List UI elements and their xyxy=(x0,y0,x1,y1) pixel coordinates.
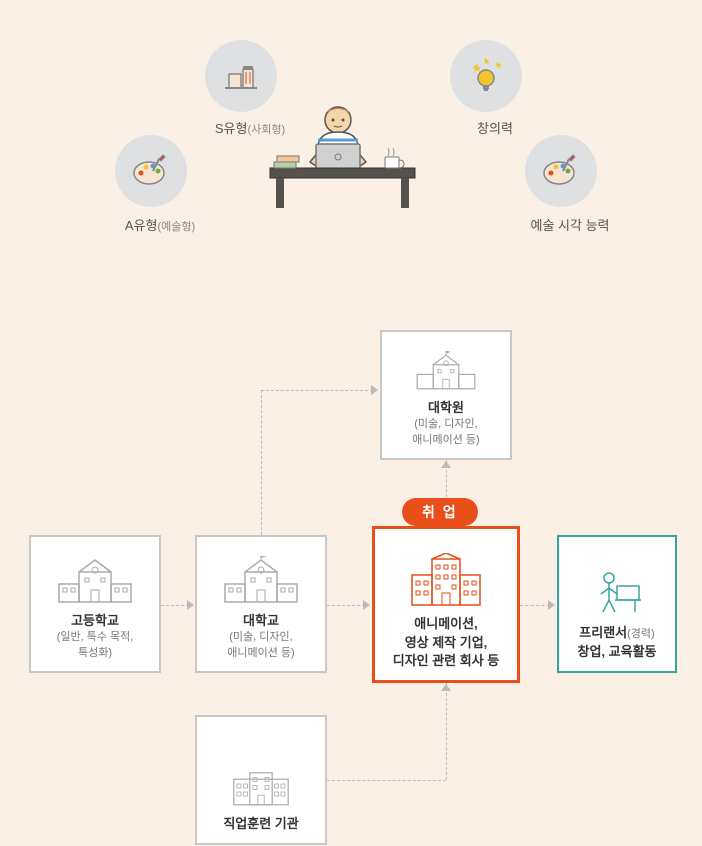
building-icon xyxy=(406,553,486,609)
edge xyxy=(261,390,373,391)
box-highschool: 고등학교(일반, 특수 목적, 특성화) xyxy=(29,535,161,673)
freelance-icon xyxy=(587,568,647,618)
circle-creativity xyxy=(450,40,522,112)
box-freelance: 프리랜서(경력) 창업, 교육활동 xyxy=(557,535,677,673)
edge xyxy=(327,780,446,781)
edge xyxy=(261,390,262,535)
box-training: 직업훈련 기관 xyxy=(195,715,327,845)
edge xyxy=(327,605,365,606)
circle-a-type xyxy=(115,135,187,207)
top-attribute-section: A유형(예술형) S유형(사회형) 창의력 xyxy=(0,0,702,280)
employment-badge: 취 업 xyxy=(402,498,478,526)
palette-icon xyxy=(131,151,171,191)
label-art-visual: 예술 시각 능력 xyxy=(510,215,630,234)
box-company: 애니메이션, 영상 제작 기업, 디자인 관련 회사 등 xyxy=(372,526,520,683)
person-at-desk-icon xyxy=(260,100,440,220)
label-a-type: A유형(예술형) xyxy=(100,215,220,234)
school-icon xyxy=(221,556,301,606)
edge xyxy=(446,683,447,780)
supplies-icon xyxy=(221,56,261,96)
circle-art-visual xyxy=(525,135,597,207)
career-pathway: 취 업 고등학교(일반, 특수 목적, 특성화) xyxy=(0,330,702,846)
edge xyxy=(520,605,550,606)
box-university: 대학교(미술, 디자인, 애니메이션 등) xyxy=(195,535,327,673)
lightbulb-icon xyxy=(466,56,506,96)
school-small-icon xyxy=(414,351,478,393)
palette2-icon xyxy=(541,151,581,191)
edge xyxy=(161,605,189,606)
school-icon xyxy=(55,556,135,606)
box-gradschool: 대학원(미술, 디자인, 애니메이션 등) xyxy=(380,330,512,460)
school-small-icon xyxy=(229,767,293,809)
label-creativity: 창의력 xyxy=(435,118,555,137)
